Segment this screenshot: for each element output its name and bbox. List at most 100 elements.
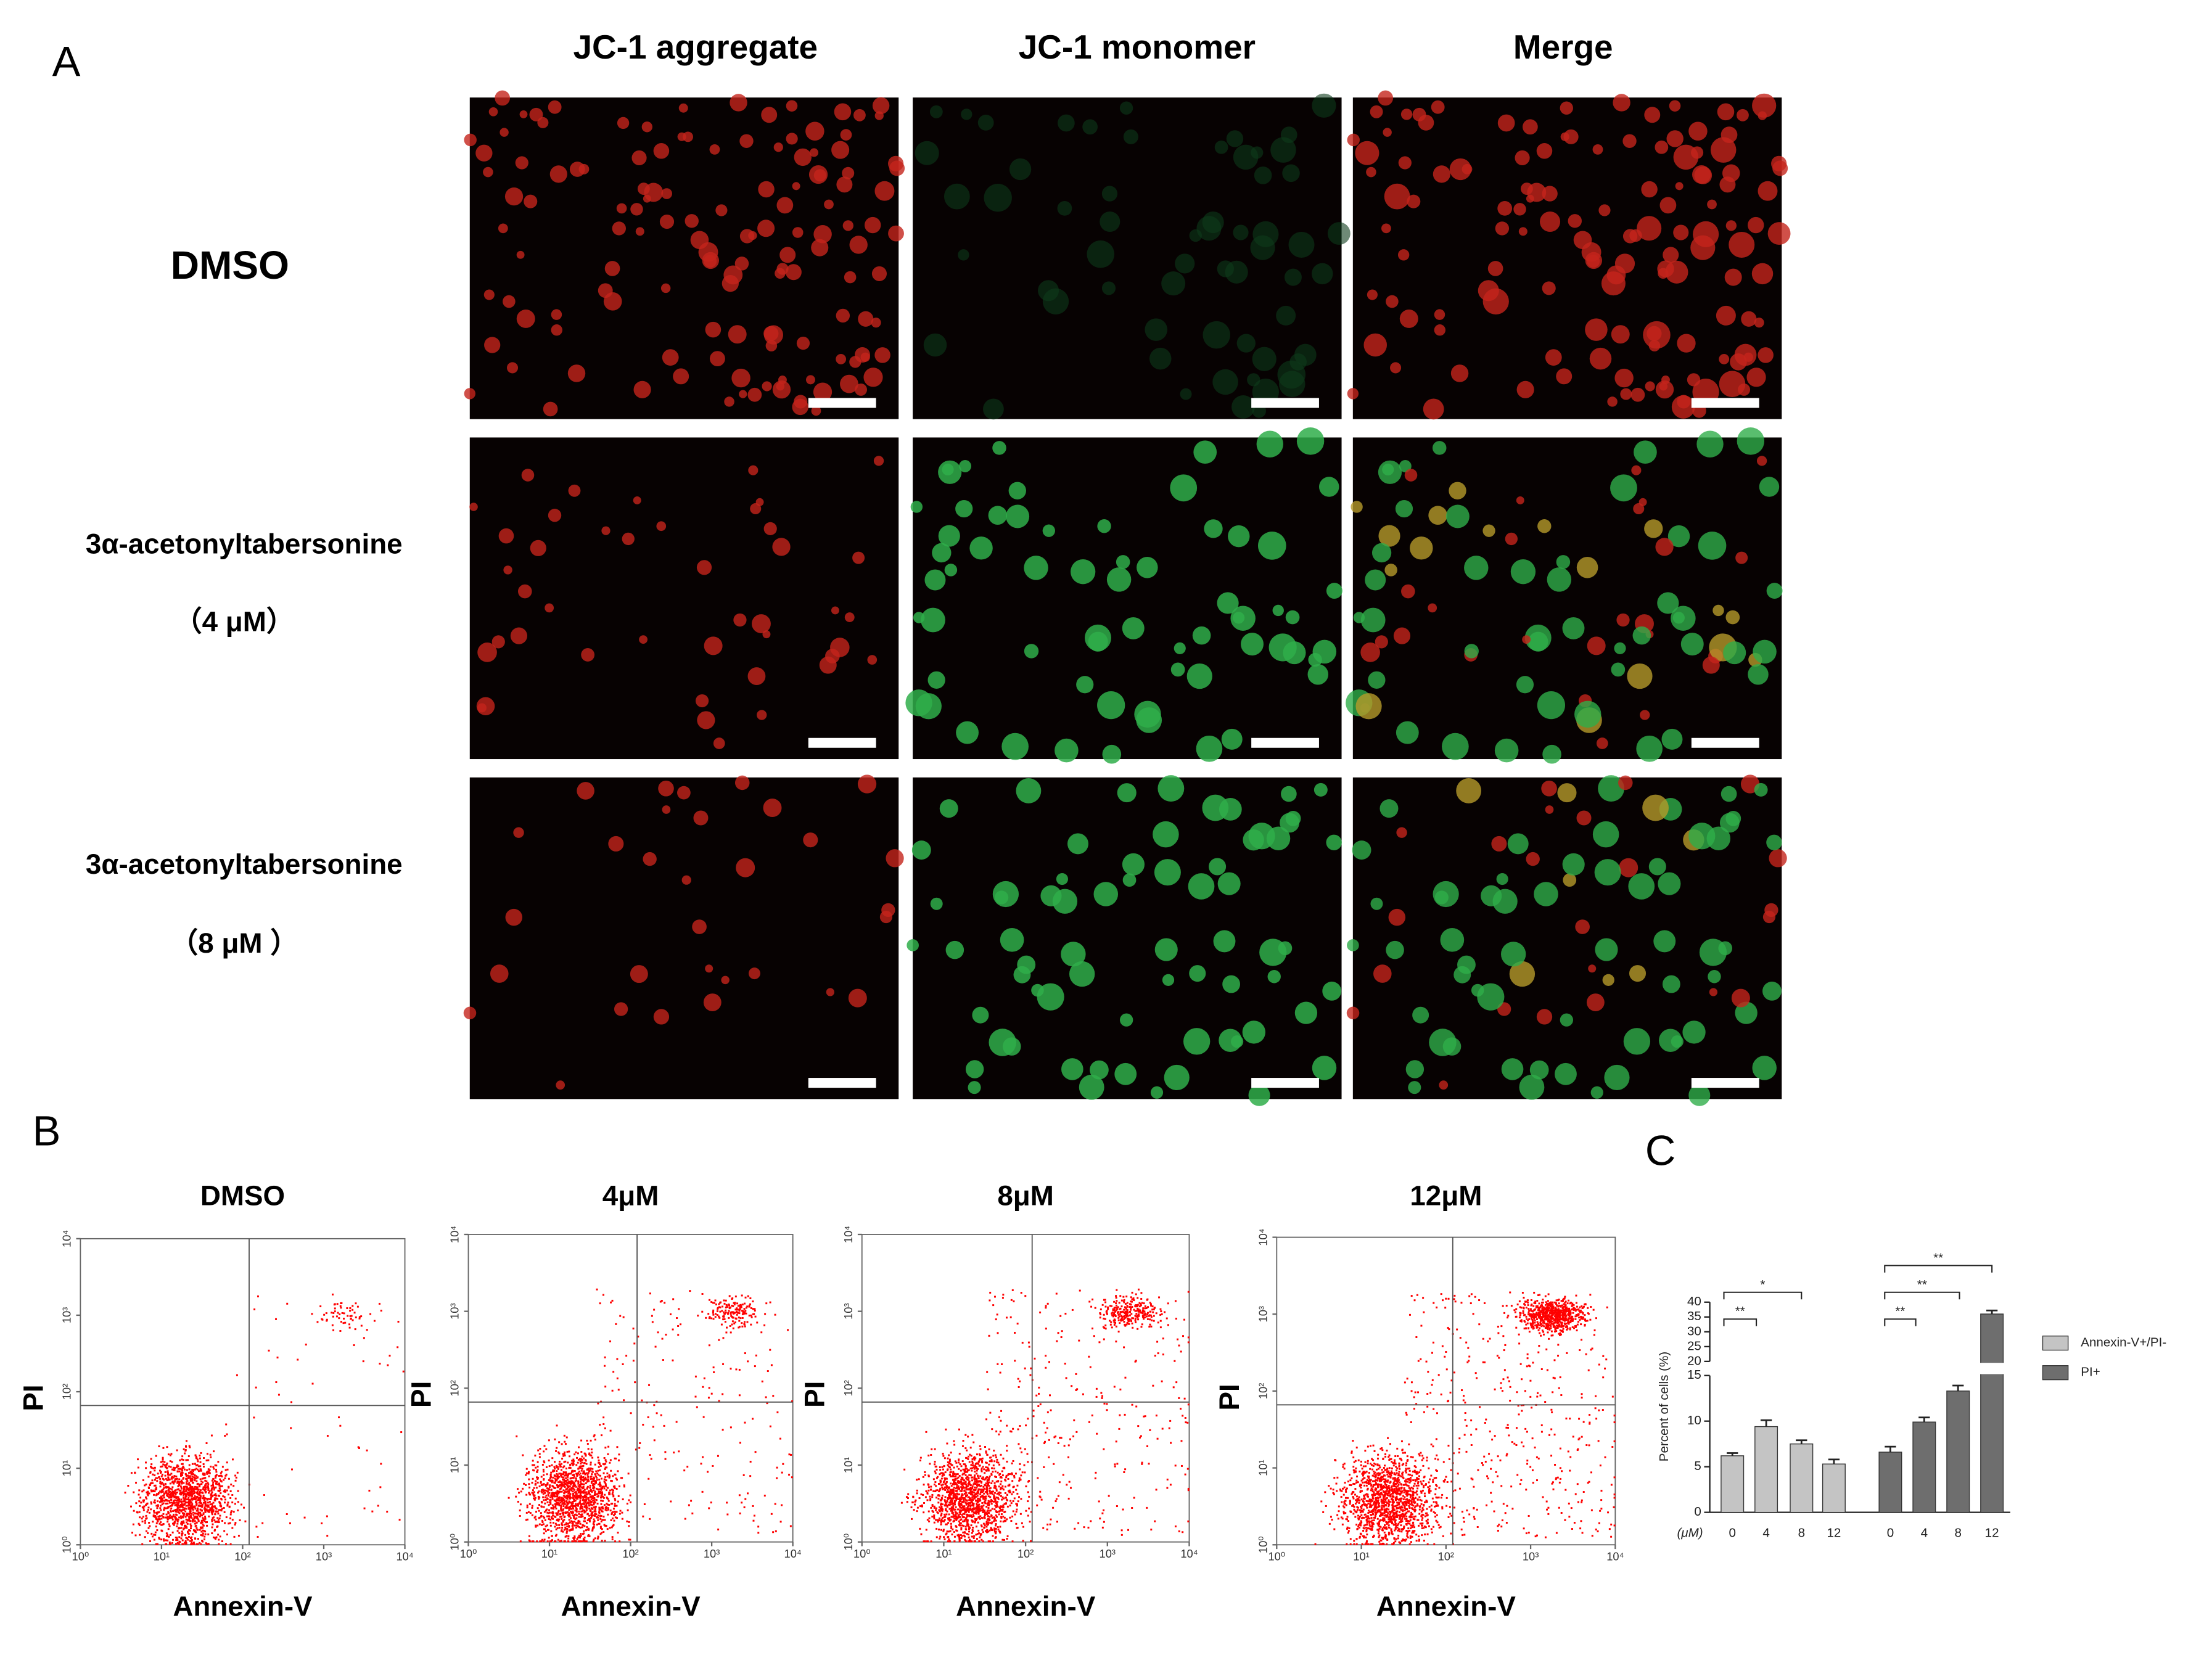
event-dot: [556, 1502, 559, 1505]
event-dot: [187, 1492, 189, 1495]
event-dot: [953, 1444, 956, 1446]
event-dot: [366, 1329, 368, 1331]
event-dot: [604, 1481, 606, 1484]
event-dot: [934, 1448, 936, 1450]
event-dot: [739, 1512, 741, 1514]
event-dot: [585, 1499, 588, 1501]
event-dot: [945, 1501, 948, 1504]
event-dot: [564, 1443, 567, 1445]
cell: [1154, 859, 1181, 886]
cell: [1523, 119, 1538, 135]
event-dot: [587, 1448, 590, 1450]
event-dot: [187, 1477, 189, 1479]
cell: [1384, 564, 1397, 577]
event-dot: [155, 1522, 158, 1524]
cell: [1399, 460, 1412, 472]
event-dot: [987, 1540, 990, 1543]
event-dot: [144, 1536, 146, 1538]
cell: [1616, 613, 1630, 627]
event-dot: [368, 1489, 371, 1492]
event-dot: [210, 1496, 213, 1498]
event-dot: [731, 1320, 734, 1323]
event-dot: [948, 1538, 950, 1540]
event-dot: [199, 1515, 201, 1517]
event-dot: [340, 1302, 342, 1305]
event-dot: [604, 1459, 607, 1461]
event-dot: [738, 1308, 740, 1311]
event-dot: [588, 1508, 591, 1510]
event-dot: [987, 1507, 990, 1509]
event-dot: [744, 1310, 747, 1312]
event-dot: [990, 1474, 993, 1476]
event-dot: [548, 1460, 550, 1462]
event-dot: [574, 1469, 576, 1472]
event-dot: [714, 1313, 717, 1315]
event-dot: [202, 1492, 204, 1494]
cell: [977, 114, 994, 131]
event-dot: [195, 1543, 198, 1545]
event-dot: [976, 1453, 978, 1456]
event-dot: [200, 1519, 203, 1522]
event-dot: [167, 1521, 169, 1523]
event-dot: [220, 1472, 222, 1474]
event-dot: [215, 1536, 218, 1538]
cell: [1352, 840, 1371, 860]
event-dot: [568, 1466, 570, 1469]
event-dot: [199, 1468, 202, 1471]
event-dot: [166, 1486, 168, 1489]
cell: [858, 311, 874, 327]
cell: [1592, 821, 1619, 848]
event-dot: [570, 1471, 573, 1473]
event-dot: [969, 1487, 972, 1489]
cell: [1355, 693, 1382, 720]
event-dot: [728, 1295, 731, 1297]
event-dot: [188, 1464, 191, 1466]
event-dot: [955, 1475, 957, 1477]
event-dot: [177, 1482, 179, 1484]
cell: [944, 183, 970, 210]
event-dot: [977, 1468, 979, 1470]
cell: [1769, 849, 1787, 868]
event-dot: [919, 1527, 921, 1530]
event-dot: [165, 1477, 167, 1480]
event-dot: [179, 1500, 182, 1503]
event-dot: [728, 1307, 731, 1310]
event-dot: [938, 1490, 940, 1493]
event-dot: [570, 1477, 572, 1479]
cell: [1610, 474, 1637, 502]
event-dot: [523, 1482, 525, 1485]
event-dot: [577, 1472, 580, 1474]
event-dot: [355, 1302, 357, 1305]
event-dot: [160, 1498, 162, 1501]
event-dot: [975, 1492, 977, 1495]
event-dot: [138, 1524, 141, 1527]
event-dot: [738, 1326, 741, 1328]
cell: [1724, 268, 1742, 286]
event-dot: [616, 1358, 619, 1360]
event-dot: [215, 1476, 217, 1479]
cell: [1433, 881, 1459, 908]
event-dot: [558, 1472, 561, 1475]
cell: [867, 655, 878, 665]
event-dot: [953, 1466, 955, 1469]
event-dot: [176, 1525, 178, 1527]
event-dot: [969, 1497, 971, 1500]
event-dot: [253, 1308, 256, 1310]
event-dot: [172, 1466, 175, 1469]
event-dot: [522, 1454, 524, 1456]
event-dot: [981, 1457, 984, 1460]
event-dot: [955, 1487, 957, 1490]
event-dot: [611, 1299, 614, 1302]
event-dot: [540, 1476, 543, 1478]
event-dot: [963, 1505, 966, 1508]
event-dot: [951, 1501, 953, 1503]
event-dot: [754, 1451, 757, 1453]
event-dot: [710, 1501, 712, 1504]
event-dot: [202, 1503, 204, 1506]
event-dot: [526, 1505, 528, 1507]
event-dot: [204, 1533, 207, 1535]
cell: [1537, 519, 1552, 533]
event-dot: [588, 1470, 591, 1472]
cell: [1611, 325, 1630, 344]
event-dot: [203, 1499, 205, 1501]
